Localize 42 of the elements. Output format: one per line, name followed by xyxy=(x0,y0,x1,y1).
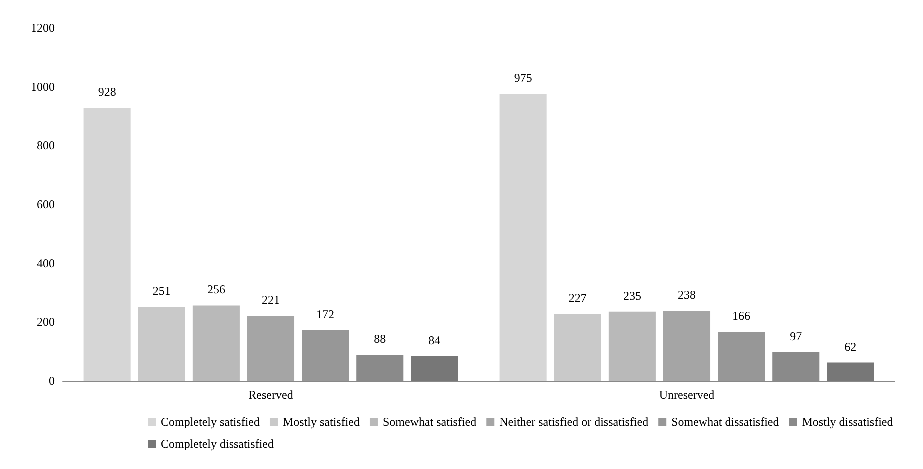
bar xyxy=(84,108,131,381)
bar xyxy=(411,356,458,381)
bar xyxy=(663,310,711,381)
bar xyxy=(554,314,602,381)
y-tick-label: 200 xyxy=(37,315,55,330)
data-label: 84 xyxy=(428,333,441,348)
y-tick-label: 1000 xyxy=(31,80,55,94)
bar xyxy=(302,330,350,381)
data-label: 235 xyxy=(623,288,642,303)
legend-label: Mostly dissatisfied xyxy=(802,415,894,429)
bar xyxy=(608,312,656,381)
y-tick-label: 400 xyxy=(37,256,55,270)
legend-label: Somewhat dissatisfied xyxy=(672,415,780,429)
bar xyxy=(500,94,547,381)
bar xyxy=(718,332,766,381)
legend-label: Completely satisfied xyxy=(161,415,260,429)
bar xyxy=(192,306,240,381)
y-tick-label: 600 xyxy=(37,198,55,212)
y-tick-label: 1200 xyxy=(31,21,55,35)
data-label: 88 xyxy=(374,332,386,346)
data-label: 251 xyxy=(152,284,171,298)
legend-label: Somewhat satisfied xyxy=(382,415,477,429)
data-label: 975 xyxy=(514,71,532,86)
legend-label: Completely dissatisfied xyxy=(161,437,274,451)
legend-label: Mostly satisfied xyxy=(282,415,360,429)
y-tick-label: 0 xyxy=(49,374,55,388)
bar xyxy=(138,307,186,381)
data-label: 256 xyxy=(207,282,226,297)
bar xyxy=(247,316,295,381)
data-label: 62 xyxy=(844,340,857,354)
bar xyxy=(827,362,874,381)
data-label: 238 xyxy=(678,288,696,302)
data-label: 227 xyxy=(568,291,587,306)
legend-label: Neither satisfied or dissatisfied xyxy=(500,415,649,429)
data-label: 221 xyxy=(262,292,280,307)
x-tick-label: Reserved xyxy=(248,388,294,402)
data-label: 97 xyxy=(790,329,802,344)
y-tick-label: 800 xyxy=(37,138,55,153)
data-label: 172 xyxy=(316,307,335,322)
x-tick-label: Unreserved xyxy=(659,388,715,402)
data-label: 928 xyxy=(98,85,116,100)
data-label: 166 xyxy=(732,309,751,324)
